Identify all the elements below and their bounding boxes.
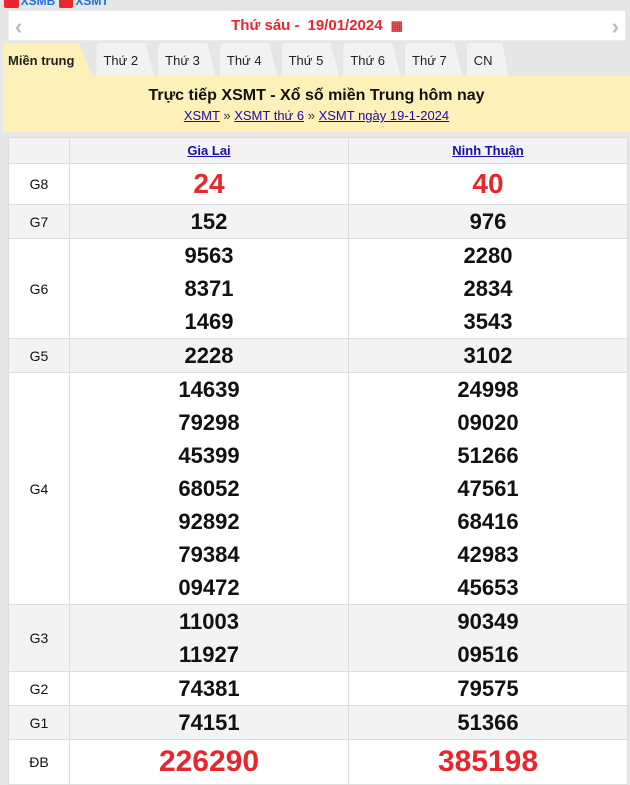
result-cell: 24998 09020 51266 47561 68416 42983 45653 <box>348 372 628 605</box>
result-cell: 226290 <box>69 739 349 785</box>
result-number: 1469 <box>184 309 234 334</box>
result-number: 226290 <box>158 745 260 778</box>
result-number: 79575 <box>457 676 519 701</box>
result-number: 79298 <box>178 410 240 435</box>
result-number: 79384 <box>178 542 240 567</box>
province-link-gia-lai[interactable]: Gia Lai <box>187 143 231 158</box>
result-number: 47561 <box>457 476 519 501</box>
result-number: 8371 <box>184 276 234 301</box>
breadcrumb-xsmt[interactable]: XSMT <box>183 108 220 123</box>
result-number: 09020 <box>457 410 519 435</box>
table-row: G1 74151 51366 <box>8 705 628 740</box>
tab-4[interactable]: Thứ 5 <box>281 43 340 77</box>
result-number: 51266 <box>457 443 519 468</box>
result-number: 24 <box>193 168 225 199</box>
result-cell: 385198 <box>348 739 628 785</box>
page-title: Trực tiếp XSMT - Xổ số miền Trung hôm na… <box>148 87 485 104</box>
prize-label: G6 <box>8 238 70 339</box>
breadcrumb-xsmt-thu6[interactable]: XSMT thứ 6 <box>234 108 305 123</box>
result-number: 68416 <box>457 509 519 534</box>
result-number: 24998 <box>457 377 519 402</box>
table-row: G5 2228 3102 <box>8 338 628 373</box>
date-bar: ‹ Thứ sáu - 19/01/2024 ▦ › <box>8 10 626 41</box>
result-cell: 90349 09516 <box>348 604 628 672</box>
result-cell: 9563 8371 1469 <box>69 238 349 339</box>
results-table: Gia Lai Ninh Thuận G8 24 40 G7 152 976 G6 9563 8… <box>8 137 628 785</box>
result-number: 74381 <box>178 676 240 701</box>
result-number: 11927 <box>179 642 239 667</box>
result-number: 9563 <box>184 243 234 268</box>
calendar-icon[interactable]: ▦ <box>390 17 403 33</box>
result-number: 385198 <box>437 745 539 778</box>
result-cell: 40 <box>348 163 628 205</box>
day-label: Thứ sáu - <box>231 17 300 34</box>
tab-5[interactable]: Thứ 6 <box>343 43 402 77</box>
result-number: 45399 <box>178 443 240 468</box>
province-link-ninh-thuan[interactable]: Ninh Thuận <box>452 143 524 158</box>
prize-label: G3 <box>8 604 70 672</box>
result-cell: 74151 <box>69 705 349 740</box>
result-number: 74151 <box>178 710 240 735</box>
tab-7[interactable]: CN <box>466 43 509 77</box>
result-number: 42983 <box>457 542 519 567</box>
result-cell: 2228 <box>69 338 349 373</box>
tab-2[interactable]: Thứ 3 <box>158 43 216 77</box>
table-row: G2 74381 79575 <box>8 671 628 706</box>
result-number: 2228 <box>184 343 234 368</box>
result-number: 976 <box>469 209 507 234</box>
prize-label: G4 <box>8 372 70 605</box>
xsmt-link[interactable]: XSMT <box>75 0 109 8</box>
result-cell: 11003 11927 <box>69 604 349 672</box>
result-number: 152 <box>190 209 228 234</box>
result-cell: 51366 <box>348 705 628 740</box>
top-nav-strip: .. XSMB .. XSMT <box>4 0 109 8</box>
breadcrumb-date[interactable]: XSMT ngày 19-1-2024 <box>318 108 450 123</box>
table-row: G3 11003 11927 90349 09516 <box>8 604 628 672</box>
prize-label: G1 <box>8 705 70 740</box>
table-row: G4 14639 79298 45399 68052 92892 79384 09472 249… <box>8 372 628 605</box>
result-number: 3543 <box>463 309 513 334</box>
chevron-left-icon[interactable]: ‹ <box>15 14 23 39</box>
result-number: 40 <box>472 168 504 199</box>
result-number: 3102 <box>463 343 513 368</box>
result-cell: 24 <box>69 163 349 205</box>
table-row: G6 9563 8371 1469 2280 2834 3543 <box>8 238 628 339</box>
table-row: ĐB 226290 385198 <box>8 739 628 785</box>
prize-label: G7 <box>8 204 70 239</box>
result-number: 51366 <box>457 710 519 735</box>
tab-1[interactable]: Thứ 2 <box>96 43 155 77</box>
result-number: 09516 <box>457 642 519 667</box>
result-number: 14639 <box>178 377 240 402</box>
prize-label: G5 <box>8 338 70 373</box>
result-number: 09472 <box>178 575 240 600</box>
xsmb-link[interactable]: XSMB <box>20 0 56 8</box>
result-number: 45653 <box>457 575 519 600</box>
date-label[interactable]: 19/01/2024 <box>307 17 383 34</box>
result-cell: 2280 2834 3543 <box>348 238 628 339</box>
table-row: G7 152 976 <box>8 204 628 239</box>
result-cell: 152 <box>69 204 349 239</box>
result-number: 90349 <box>457 609 519 634</box>
result-cell: 3102 <box>348 338 628 373</box>
day-tabs: Miền trung Thứ 2 Thứ 3 Thứ 4 Thứ 5 Thứ 6 Thứ 7… <box>3 42 513 77</box>
title-band: Trực tiếp XSMT - Xổ số miền Trung hôm na… <box>3 76 630 132</box>
result-number: 92892 <box>178 509 240 534</box>
result-number: 2834 <box>463 276 513 301</box>
result-number: 68052 <box>178 476 240 501</box>
tab-3[interactable]: Thứ 4 <box>219 43 278 77</box>
tab-6[interactable]: Thứ 7 <box>405 43 463 77</box>
result-number: 2280 <box>463 243 513 268</box>
result-cell: 976 <box>348 204 628 239</box>
result-cell: 79575 <box>348 671 628 706</box>
breadcrumb: XSMT » XSMT thứ 6 » XSMT ngày 19-1-2024 <box>183 108 450 123</box>
result-number: 11003 <box>179 609 239 634</box>
chevron-right-icon[interactable]: › <box>611 14 619 39</box>
prize-label: ĐB <box>8 739 70 785</box>
prize-label: G8 <box>8 163 70 205</box>
prize-label: G2 <box>8 671 70 706</box>
table-row: G8 24 40 <box>8 163 628 205</box>
tab-0[interactable]: Miền trung <box>3 43 93 77</box>
result-cell: 14639 79298 45399 68052 92892 79384 09472 <box>69 372 349 605</box>
result-cell: 74381 <box>69 671 349 706</box>
